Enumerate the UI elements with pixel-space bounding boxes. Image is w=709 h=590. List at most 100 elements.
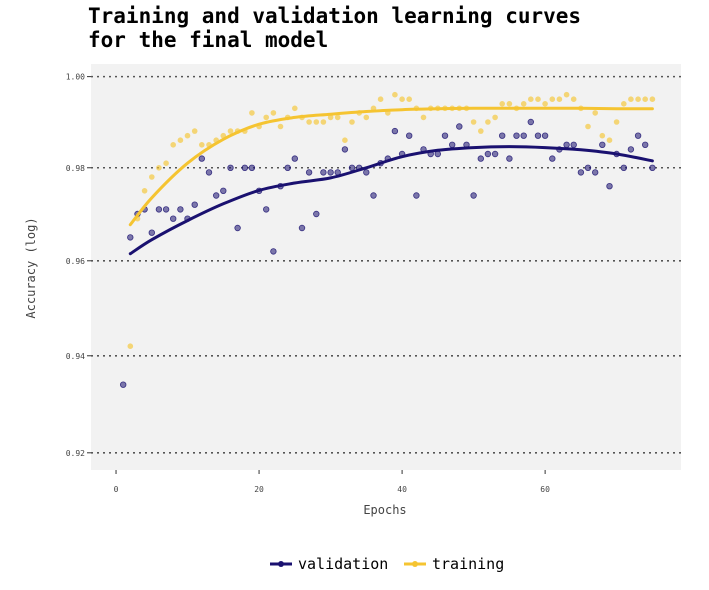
y-axis-title: Accuracy (log) xyxy=(24,217,38,318)
data-point-training xyxy=(363,114,370,121)
y-tick-label: 1.00 xyxy=(66,73,85,82)
data-point-training xyxy=(270,110,277,116)
plot-background xyxy=(91,64,681,470)
legend-label: validation xyxy=(298,555,388,573)
legend-item-validation: validation xyxy=(270,555,388,573)
data-point-validation xyxy=(649,164,656,171)
data-point-validation xyxy=(198,155,205,162)
data-point-validation xyxy=(441,132,449,139)
data-point-training xyxy=(141,188,148,194)
y-tick-label: 0.98 xyxy=(66,164,85,173)
data-point-validation xyxy=(212,192,220,199)
data-point-training xyxy=(149,174,155,180)
data-point-validation xyxy=(584,164,592,171)
legend: validation training xyxy=(270,555,504,573)
data-point-validation xyxy=(241,164,248,171)
data-point-training xyxy=(406,96,413,102)
data-point-validation xyxy=(470,192,477,199)
x-tick-label: 0 xyxy=(114,485,119,494)
data-point-validation xyxy=(148,229,155,236)
data-point-validation xyxy=(449,141,456,148)
data-point-training xyxy=(320,119,327,125)
x-axis: 0 20 40 60 xyxy=(114,470,550,494)
data-point-training xyxy=(635,96,641,102)
data-point-validation xyxy=(341,146,349,153)
data-point-training xyxy=(263,114,270,121)
data-point-training xyxy=(227,128,234,134)
data-point-validation xyxy=(534,132,542,139)
data-point-validation xyxy=(620,164,627,171)
data-point-training xyxy=(334,114,341,121)
data-point-validation xyxy=(119,381,127,388)
data-point-validation xyxy=(320,169,327,176)
y-tick-label: 0.96 xyxy=(66,257,85,266)
data-point-validation xyxy=(634,132,642,139)
data-point-validation xyxy=(220,187,227,194)
data-point-training xyxy=(292,105,298,112)
data-point-training xyxy=(542,101,548,107)
legend-swatch-marker xyxy=(278,561,284,567)
data-point-training xyxy=(506,101,513,107)
data-point-validation xyxy=(127,234,134,241)
data-point-training xyxy=(570,96,577,102)
data-point-validation xyxy=(270,248,277,255)
legend-label: training xyxy=(432,555,504,573)
x-axis-title: Epochs xyxy=(363,503,406,517)
data-point-training xyxy=(492,114,498,121)
data-point-training xyxy=(349,119,355,125)
data-point-validation xyxy=(592,169,599,176)
data-point-validation xyxy=(499,132,506,139)
data-point-validation xyxy=(298,224,306,232)
data-point-validation xyxy=(370,192,377,199)
data-point-training xyxy=(599,132,606,139)
data-point-validation xyxy=(563,141,570,148)
legend-item-training: training xyxy=(404,555,504,573)
data-point-training xyxy=(156,165,162,171)
x-tick-label: 60 xyxy=(540,485,550,494)
data-point-training xyxy=(170,142,176,148)
data-point-validation xyxy=(413,192,420,199)
data-point-validation xyxy=(227,164,234,171)
data-point-training xyxy=(563,91,570,98)
data-point-training xyxy=(621,101,627,107)
data-point-validation xyxy=(291,155,298,162)
data-point-validation xyxy=(305,169,313,176)
data-point-validation xyxy=(155,206,163,213)
data-point-training xyxy=(392,91,398,98)
chart-title: Training and validation learning curves … xyxy=(88,4,582,52)
data-point-validation xyxy=(284,164,291,171)
data-point-training xyxy=(377,96,384,102)
data-point-training xyxy=(556,96,563,102)
data-point-validation xyxy=(406,132,413,139)
data-point-validation xyxy=(263,206,270,213)
data-point-training xyxy=(606,137,613,143)
trend-line-validation xyxy=(128,145,654,256)
data-point-training xyxy=(470,119,477,125)
data-point-validation xyxy=(234,224,241,232)
data-point-training xyxy=(528,96,534,102)
data-point-training xyxy=(127,343,134,350)
data-point-validation xyxy=(363,169,370,176)
y-tick-label: 0.94 xyxy=(66,352,85,361)
data-point-training xyxy=(613,119,620,125)
data-point-training xyxy=(535,96,541,102)
data-point-training xyxy=(485,119,491,125)
data-point-training xyxy=(177,137,184,143)
data-point-validation xyxy=(627,146,635,153)
data-point-validation xyxy=(513,132,520,139)
data-point-validation xyxy=(491,150,499,158)
data-point-training xyxy=(642,96,648,102)
data-point-training xyxy=(306,119,312,125)
data-point-training xyxy=(342,137,348,143)
data-point-training xyxy=(313,119,320,125)
grid-lines xyxy=(91,75,681,454)
data-point-training xyxy=(628,96,634,102)
data-point-validation xyxy=(599,141,606,148)
series-trend-lines xyxy=(128,106,654,256)
trend-line-training xyxy=(128,106,654,227)
data-point-validation xyxy=(327,169,334,176)
data-point-training xyxy=(520,101,527,107)
data-point-training xyxy=(585,123,591,130)
data-point-validation xyxy=(191,201,198,208)
data-point-validation xyxy=(577,169,585,176)
